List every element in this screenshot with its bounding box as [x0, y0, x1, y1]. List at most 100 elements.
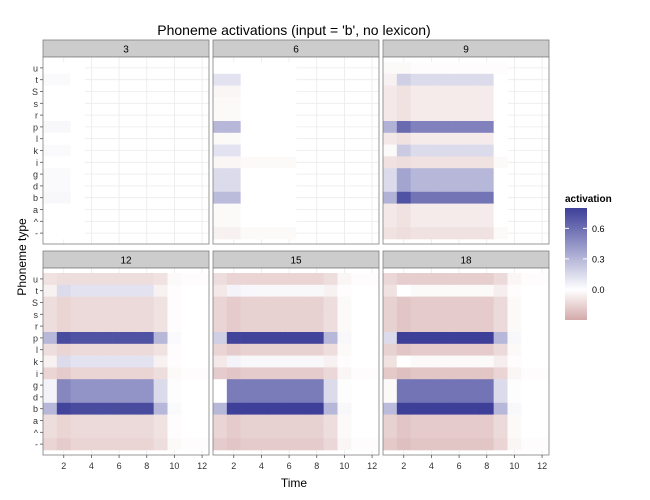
heatmap-cell-6-5-p — [268, 121, 283, 134]
panel-border — [382, 267, 550, 456]
heatmap-cell-15-2-u — [226, 273, 241, 286]
heatmap-cell-12-12-d — [195, 391, 210, 404]
y-tick-label: p — [33, 333, 38, 343]
heatmap-cell-12-9-s — [153, 308, 168, 321]
heatmap-cell-15-12-r — [365, 320, 380, 333]
heatmap-cell-9-9-- — [493, 227, 508, 240]
heatmap-cell-9-4-^ — [424, 215, 439, 228]
heatmap-cell-18-6-a — [452, 414, 467, 427]
heatmap-cell-12-12-u — [195, 273, 210, 286]
heatmap-cell-12-9-t — [153, 284, 168, 297]
heatmap-cell-12-6-i — [112, 367, 127, 380]
heatmap-cell-18-11-r — [521, 320, 536, 333]
heatmap-cell-6-4-d — [254, 180, 269, 193]
heatmap-cell-9-1-S — [383, 85, 398, 98]
heatmap-cell-6-1-p — [213, 121, 228, 134]
heatmap-cell-15-6-i — [282, 367, 297, 380]
heatmap-cell-15-2-g — [226, 379, 241, 392]
heatmap-cell-3-1-k — [43, 144, 58, 157]
heatmap-cell-9-4-u — [424, 62, 439, 75]
x-tick-label: 6 — [457, 461, 462, 471]
heatmap-cell-12-10-t — [167, 284, 182, 297]
heatmap-cell-18-9-^ — [493, 426, 508, 439]
heatmap-cell-6-3-k — [240, 144, 255, 157]
heatmap-cell-18-7-i — [466, 367, 481, 380]
heatmap-cell-6-6-l — [282, 132, 297, 145]
heatmap-cell-15-1-- — [213, 438, 228, 451]
heatmap-cell-9-2-l — [396, 132, 411, 145]
heatmap-cell-15-6-S — [282, 296, 297, 309]
heatmap-cell-9-4-t — [424, 73, 439, 86]
heatmap-cell-18-12-r — [535, 320, 550, 333]
heatmap-cell-9-5-u — [438, 62, 453, 75]
heatmap-cell-18-8-l — [479, 343, 494, 356]
heatmap-cell-6-2-- — [226, 227, 241, 240]
heatmap-cell-12-2-i — [56, 367, 71, 380]
heatmap-cell-12-7-b — [126, 402, 141, 415]
heatmap-cell-12-12-a — [195, 414, 210, 427]
heatmap-cell-9-6-- — [452, 227, 467, 240]
heatmap-cell-15-6-g — [282, 379, 297, 392]
heatmap-cell-6-5-S — [268, 85, 283, 98]
y-tick-label: ^ — [34, 428, 39, 438]
heatmap-cell-9-2-S — [396, 85, 411, 98]
heatmap-cell-9-4-s — [424, 97, 439, 110]
y-tick-label: b — [33, 404, 38, 414]
heatmap-cell-12-1-l — [43, 343, 58, 356]
heatmap-cell-12-12-b — [195, 402, 210, 415]
heatmap-cell-12-4-^ — [84, 426, 99, 439]
heatmap-cell-15-5-k — [268, 355, 283, 368]
heatmap-cell-9-9-d — [493, 180, 508, 193]
heatmap-cell-12-12-i — [195, 367, 210, 380]
heatmap-cell-12-6-p — [112, 332, 127, 345]
y-tick-label: i — [36, 158, 38, 168]
heatmap-cell-15-7-u — [296, 273, 311, 286]
heatmap-cell-12-8-b — [139, 402, 154, 415]
heatmap-cell-12-12-- — [195, 438, 210, 451]
heatmap-cell-9-6-g — [452, 168, 467, 181]
heatmap-cell-15-2-i — [226, 367, 241, 380]
heatmap-cell-12-10-d — [167, 391, 182, 404]
heatmap-cell-18-6-^ — [452, 426, 467, 439]
heatmap-cell-15-9-k — [323, 355, 338, 368]
heatmap-cell-6-4-g — [254, 168, 269, 181]
heatmap-cell-15-12-g — [365, 379, 380, 392]
heatmap-cell-6-1-s — [213, 97, 228, 110]
heatmap-cell-15-6-a — [282, 414, 297, 427]
heatmap-cell-15-3-i — [240, 367, 255, 380]
heatmap-cell-15-2-- — [226, 438, 241, 451]
heatmap-cell-6-1-d — [213, 180, 228, 193]
heatmap-cell-3-2-p — [56, 121, 71, 134]
heatmap-cell-12-7-u — [126, 273, 141, 286]
heatmap-cell-9-7-u — [466, 62, 481, 75]
heatmap-cell-12-5-s — [98, 308, 113, 321]
heatmap-cell-15-12-- — [365, 438, 380, 451]
heatmap-cell-18-10-i — [507, 367, 522, 380]
heatmap-cell-6-5-r — [268, 109, 283, 122]
heatmap-cell-18-5-l — [438, 343, 453, 356]
heatmap-cell-15-5-a — [268, 414, 283, 427]
heatmap-cell-18-1-s — [383, 308, 398, 321]
heatmap-cell-15-2-a — [226, 414, 241, 427]
heatmap-cell-3-2-k — [56, 144, 71, 157]
heatmap-cell-12-5-a — [98, 414, 113, 427]
heatmap-cell-15-8-d — [309, 391, 324, 404]
heatmap-cell-15-10-t — [337, 284, 352, 297]
heatmap-cell-3-1-^ — [43, 215, 58, 228]
heatmap-cell-18-8-t — [479, 284, 494, 297]
heatmap-cell-6-4-b — [254, 191, 269, 204]
heatmap-cell-18-1-b — [383, 402, 398, 415]
heatmap-cell-12-4-S — [84, 296, 99, 309]
panel-border — [212, 56, 380, 245]
heatmap-cell-3-2-^ — [56, 215, 71, 228]
heatmap-cell-12-5-b — [98, 402, 113, 415]
heatmap-cell-12-1-s — [43, 308, 58, 321]
heatmap-cell-9-6-b — [452, 191, 467, 204]
heatmap-cell-12-11-i — [181, 367, 196, 380]
heatmap-cell-12-2-b — [56, 402, 71, 415]
heatmap-cell-9-7-k — [466, 144, 481, 157]
heatmap-cell-3-3-u — [70, 62, 85, 75]
heatmap-cell-3-1-g — [43, 168, 58, 181]
heatmap-cell-18-10-S — [507, 296, 522, 309]
heatmap-cell-12-5-t — [98, 284, 113, 297]
